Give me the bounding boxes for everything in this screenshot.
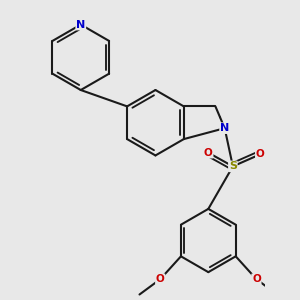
Text: O: O (252, 274, 261, 284)
Text: O: O (156, 274, 165, 284)
Text: N: N (220, 123, 229, 133)
Text: O: O (256, 149, 265, 159)
Text: S: S (229, 161, 237, 171)
Text: O: O (204, 148, 213, 158)
Text: N: N (76, 20, 86, 30)
